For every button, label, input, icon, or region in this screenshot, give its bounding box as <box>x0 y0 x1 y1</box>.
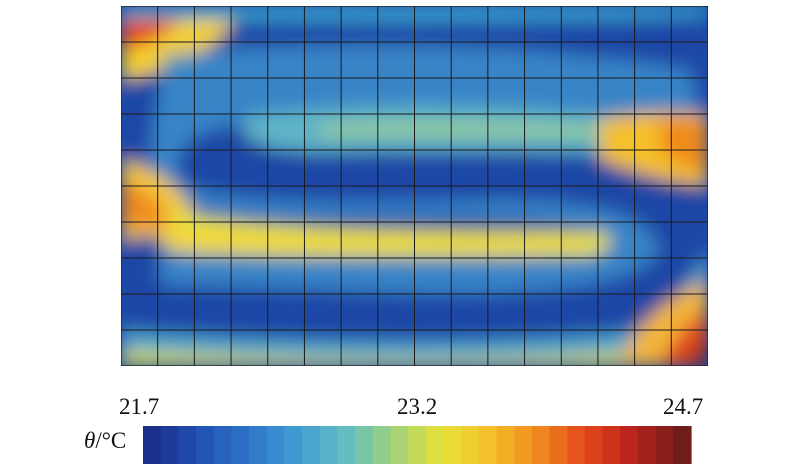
colorbar-step <box>196 426 215 464</box>
colorbar-step <box>584 426 604 464</box>
colorbar-step <box>249 426 268 464</box>
colorbar-step <box>390 426 409 464</box>
colorbar-step <box>355 426 374 464</box>
colorbar-step <box>655 426 674 464</box>
colorbar-step <box>567 426 586 464</box>
colorbar-step <box>478 426 498 464</box>
colorbar-step <box>408 426 427 464</box>
colorbar-step <box>178 426 197 464</box>
colorbar-step <box>620 426 639 464</box>
colorbar-step <box>549 426 568 464</box>
colorbar-step <box>284 426 303 464</box>
colorbar-step <box>231 426 250 464</box>
colorbar-step <box>443 426 462 464</box>
colorbar-label-unit: /°C <box>95 428 127 453</box>
colorbar-step <box>319 426 339 464</box>
colorbar <box>143 426 692 464</box>
colorbar-step <box>425 426 445 464</box>
colorbar-label-symbol: θ <box>84 428 96 453</box>
colorbar-step <box>302 426 321 464</box>
colorbar-step <box>602 426 621 464</box>
colorbar-step <box>160 426 179 464</box>
colorbar-step <box>372 426 392 464</box>
colorbar-tick-min: 21.7 <box>119 394 160 419</box>
colorbar-step <box>496 426 515 464</box>
colorbar-step <box>673 426 692 464</box>
colorbar-label: θ/°C <box>84 429 126 452</box>
heatmap-grid <box>121 6 708 366</box>
colorbar-step <box>143 426 162 464</box>
colorbar-step <box>213 426 232 464</box>
colorbar-step <box>531 426 551 464</box>
colorbar-step <box>461 426 480 464</box>
colorbar-step <box>637 426 657 464</box>
colorbar-step <box>266 426 286 464</box>
colorbar-tick-max: 24.7 <box>663 394 704 419</box>
heatmap-plot-area <box>121 6 708 366</box>
colorbar-step <box>514 426 533 464</box>
colorbar-tick-mid: 23.2 <box>397 394 438 419</box>
colorbar-step <box>337 426 356 464</box>
